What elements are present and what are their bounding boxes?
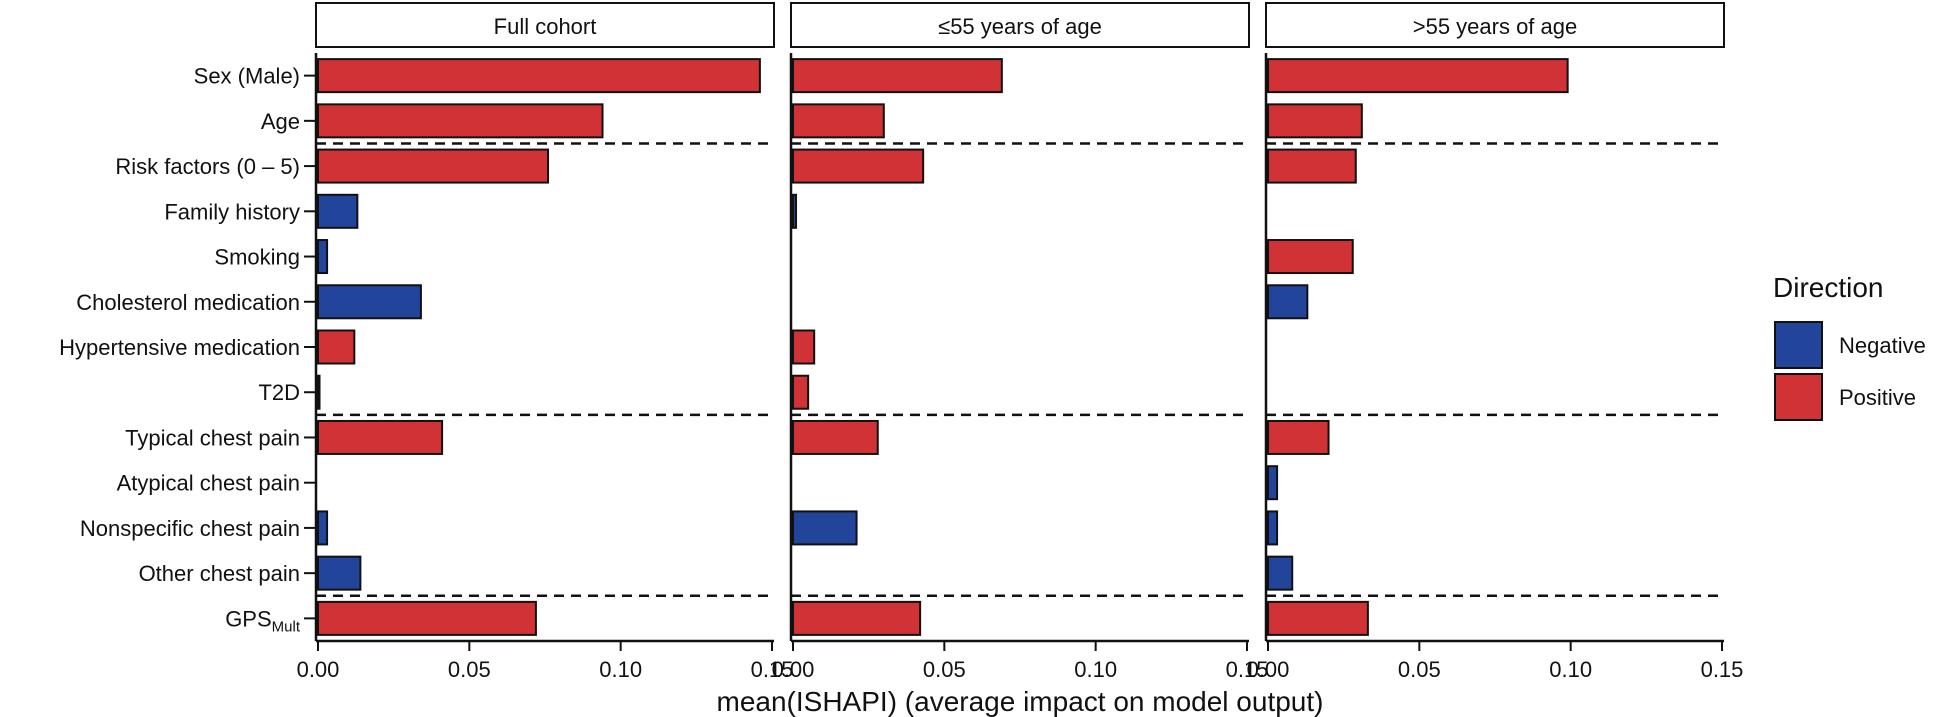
bar [317,600,537,636]
bar [317,239,329,275]
feature-label: Smoking [214,245,300,270]
panel-strip [1265,2,1725,48]
bar [792,510,858,546]
x-tick-label: 0.15 [1226,657,1269,682]
bar [317,103,604,139]
legend-title: Direction [1773,272,1883,303]
x-tick-label: 0.00 [297,657,340,682]
bar [792,193,798,229]
panel-title: >55 years of age [1413,14,1578,39]
bar [1267,148,1357,184]
x-tick-label: 0.15 [751,657,794,682]
bar [792,329,816,365]
feature-label: T2D [258,380,300,405]
panel-strip [790,2,1250,48]
x-tick-label: 0.00 [1247,657,1290,682]
x-tick-label: 0.05 [923,657,966,682]
x-tick-label: 0.00 [772,657,815,682]
bar [317,374,321,410]
bar [1267,555,1294,591]
feature-label-subscript: Mult [272,618,301,635]
x-tick-label: 0.10 [599,657,642,682]
panel-title: Full cohort [494,14,597,39]
feature-label: Cholesterol medication [76,290,300,315]
bar [1267,465,1279,501]
x-tick-label: 0.05 [448,657,491,682]
bar [792,600,922,636]
bar [792,419,879,455]
bar [317,284,422,320]
bar [1267,103,1363,139]
feature-label: Other chest pain [139,561,300,586]
panel-strip [315,2,775,48]
bar [317,329,356,365]
x-tick-label: 0.10 [1549,657,1592,682]
bar [1267,58,1569,94]
x-tick-label: 0.05 [1398,657,1441,682]
feature-label: Hypertensive medication [59,335,300,360]
legend-label: Positive [1839,385,1916,410]
bar [317,510,329,546]
bar [1267,284,1309,320]
x-axis-title: mean(ISHAPI) (average impact on model ou… [717,686,1324,717]
feature-label: Typical chest pain [125,425,300,450]
feature-label: Family history [164,199,300,224]
legend-swatch [1774,373,1823,421]
bar [792,58,1003,94]
feature-label: Age [261,109,300,134]
bar [317,193,359,229]
x-tick-label: 0.15 [1701,657,1744,682]
bar [317,555,362,591]
feature-label: Atypical chest pain [117,471,300,496]
bar [1267,239,1354,275]
bar [317,148,550,184]
legend-swatch [1774,321,1823,369]
bar [1267,510,1279,546]
bar [792,148,925,184]
panel-title: ≤55 years of age [938,14,1102,39]
bar [792,374,810,410]
bar [317,58,761,94]
bar [1267,600,1369,636]
bar [317,419,444,455]
legend-label: Negative [1839,333,1926,358]
feature-label: Nonspecific chest pain [80,516,300,541]
x-tick-label: 0.10 [1074,657,1117,682]
feature-label: Risk factors (0 – 5) [115,154,300,179]
feature-label: GPSMult [225,606,301,635]
bar [1267,419,1330,455]
bar [792,103,885,139]
feature-label: Sex (Male) [194,64,300,89]
